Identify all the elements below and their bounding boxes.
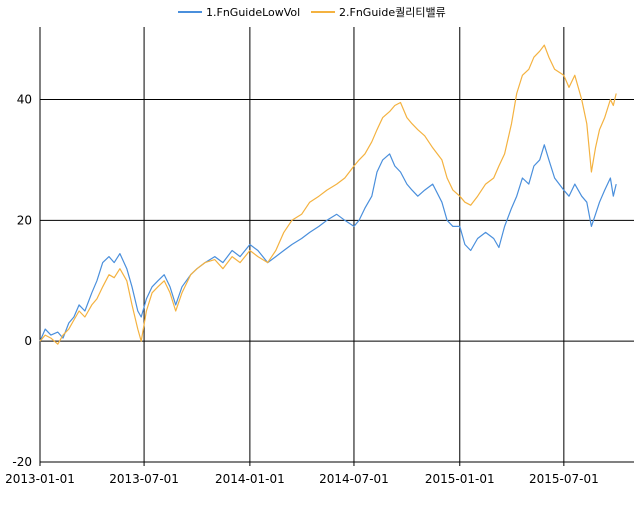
legend: 1.FnGuideLowVol 2.FnGuide퀄리티밸류 — [178, 6, 446, 19]
grid-lines — [40, 27, 634, 462]
x-tick-label: 2013-01-01 — [5, 472, 75, 486]
x-tick-label: 2015-01-01 — [425, 472, 495, 486]
y-tick-label: -20 — [12, 455, 32, 469]
x-tick-label: 2013-07-01 — [109, 472, 179, 486]
series-line-1 — [39, 144, 617, 342]
series-lines — [39, 44, 617, 345]
tick-labels: -20 0 20 40 2013-01-01 2013-07-01 2014-01-01 20… — [5, 93, 599, 487]
x-tick-label: 2014-01-01 — [215, 472, 285, 486]
x-tick-label: 2015-07-01 — [529, 472, 599, 486]
legend-label: 1.FnGuideLowVol — [206, 6, 300, 19]
y-tick-label: 40 — [17, 93, 32, 107]
legend-label: 2.FnGuide퀄리티밸류 — [339, 6, 446, 19]
series-line-2 — [39, 44, 617, 345]
y-tick-label: 0 — [24, 334, 32, 348]
x-tick-label: 2014-07-01 — [319, 472, 389, 486]
axes — [39, 27, 634, 466]
y-tick-label: 20 — [17, 213, 32, 227]
